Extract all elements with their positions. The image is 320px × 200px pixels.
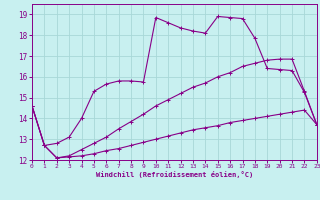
X-axis label: Windchill (Refroidissement éolien,°C): Windchill (Refroidissement éolien,°C) <box>96 171 253 178</box>
